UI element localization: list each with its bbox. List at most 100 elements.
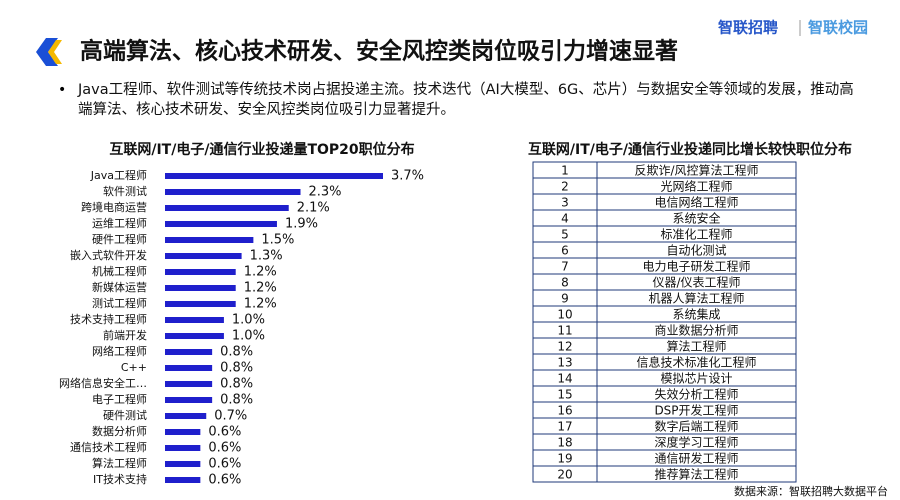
bar: [165, 365, 213, 371]
value-label: 1.0%: [232, 313, 265, 328]
category-label: 硬件工程师: [92, 233, 147, 246]
bullet-text: Java工程师、软件测试等传统技术岗占据投递主流。技术迭代（AI大模型、6G、芯…: [78, 82, 854, 118]
bar: [165, 429, 201, 435]
bar: [165, 461, 201, 467]
bar: [165, 413, 207, 419]
value-label: 0.6%: [208, 425, 241, 440]
rank: 3: [561, 196, 569, 210]
job-name: 商业数据分析师: [654, 323, 738, 338]
logo: 智联校园: [808, 19, 868, 37]
category-label: 跨境电商运营: [81, 200, 147, 214]
title-icon: [36, 38, 58, 66]
rank: 20: [557, 468, 572, 482]
category-label: 电子工程师: [92, 393, 147, 406]
table-cell: [596, 465, 797, 483]
rank: 18: [557, 436, 572, 450]
slide-title: 高端算法、核心技术研发、安全风控类岗位吸引力增速显著: [80, 38, 678, 65]
job-name: 系统集成: [672, 307, 720, 322]
rank: 12: [557, 340, 572, 354]
job-name: 标准化工程师: [660, 227, 732, 242]
job-name: 深度学习工程师: [654, 435, 738, 450]
value-label: 1.0%: [232, 329, 265, 344]
bar: [165, 205, 289, 211]
category-label: 软件测试: [103, 184, 147, 198]
value-label: 0.8%: [220, 361, 253, 376]
source: 数据来源：智联招聘大数据平台: [734, 484, 888, 498]
category-label: 网络信息安全工…: [59, 376, 147, 390]
rank: 8: [561, 276, 569, 290]
job-name: 系统安全: [672, 211, 720, 226]
bar: [165, 237, 254, 243]
category-label: 机械工程师: [92, 264, 147, 278]
rank: 2: [561, 180, 569, 194]
rank: 15: [557, 388, 572, 402]
category-label: 运维工程师: [92, 217, 147, 230]
bar: [165, 301, 236, 307]
category-label: 嵌入式软件开发: [70, 248, 147, 262]
rank: 5: [561, 228, 569, 242]
value-label: 1.2%: [244, 281, 277, 296]
rank: 1: [561, 164, 569, 178]
job-name: 仪器/仪表工程师: [652, 275, 740, 290]
category-label: 通信技术工程师: [70, 441, 147, 454]
logo: 智联招聘: [718, 19, 778, 37]
value-label: 1.5%: [261, 233, 294, 248]
category-label: 算法工程师: [92, 456, 147, 470]
value-label: 1.2%: [244, 297, 277, 312]
category-label: 数据分析师: [92, 424, 147, 438]
job-name: 自动化测试: [666, 243, 726, 258]
value-label: 0.6%: [208, 441, 241, 456]
rank: 7: [561, 260, 569, 274]
value-label: 1.9%: [285, 217, 318, 232]
bar: [165, 333, 224, 339]
category-label: 技术支持工程师: [70, 312, 147, 326]
bar: [165, 221, 277, 227]
value-label: 3.7%: [391, 169, 424, 184]
rank: 19: [557, 452, 572, 466]
chart-title: 互联网/IT/电子/通信行业投递量TOP20职位分布: [109, 141, 414, 158]
category-label: 新媒体运营: [92, 280, 147, 294]
category-label: 硬件测试: [103, 409, 147, 422]
bar: [165, 349, 213, 355]
rank: 9: [561, 292, 569, 306]
job-name: 失效分析工程师: [654, 387, 738, 402]
bar: [165, 189, 301, 195]
value-label: 2.1%: [297, 201, 330, 216]
title-icon-accent: [48, 40, 62, 64]
rank: 17: [557, 420, 572, 434]
table-title: 互联网/IT/电子/通信行业投递同比增长较快职位分布: [528, 141, 852, 158]
bar: [165, 285, 236, 291]
job-name: 信息技术标准化工程师: [636, 355, 756, 370]
rank: 4: [561, 212, 569, 226]
job-name: 推荐算法工程师: [654, 467, 738, 482]
bar: [165, 477, 201, 483]
category-label: IT技术支持: [93, 472, 147, 486]
bullet-dot: •: [58, 82, 67, 98]
bar: [165, 317, 224, 323]
value-label: 1.2%: [244, 265, 277, 280]
category-label: 前端开发: [103, 328, 147, 342]
value-label: 2.3%: [309, 185, 342, 200]
value-label: 0.8%: [220, 345, 253, 360]
value-label: 0.6%: [208, 457, 241, 472]
job-name: 光网络工程师: [660, 179, 732, 194]
value-label: 0.6%: [208, 473, 241, 488]
value-label: 0.8%: [220, 393, 253, 408]
job-name: 模拟芯片设计: [660, 372, 732, 386]
rank: 13: [557, 356, 572, 370]
job-name: 通信研发工程师: [654, 451, 738, 466]
job-name: 电信网络工程师: [654, 195, 738, 210]
job-name: 反欺诈/风控算法工程师: [634, 163, 758, 178]
job-name: 机器人算法工程师: [648, 291, 744, 306]
job-name: 算法工程师: [666, 339, 726, 354]
rank: 10: [557, 308, 572, 322]
job-name: 电力电子研发工程师: [642, 259, 750, 274]
value-label: 1.3%: [250, 249, 283, 264]
job-name: 数字后端工程师: [654, 419, 738, 434]
rank: 11: [557, 324, 572, 338]
bar: [165, 253, 242, 259]
category-label: 网络工程师: [92, 344, 147, 358]
value-label: 0.7%: [214, 409, 247, 424]
bar: [165, 397, 213, 403]
